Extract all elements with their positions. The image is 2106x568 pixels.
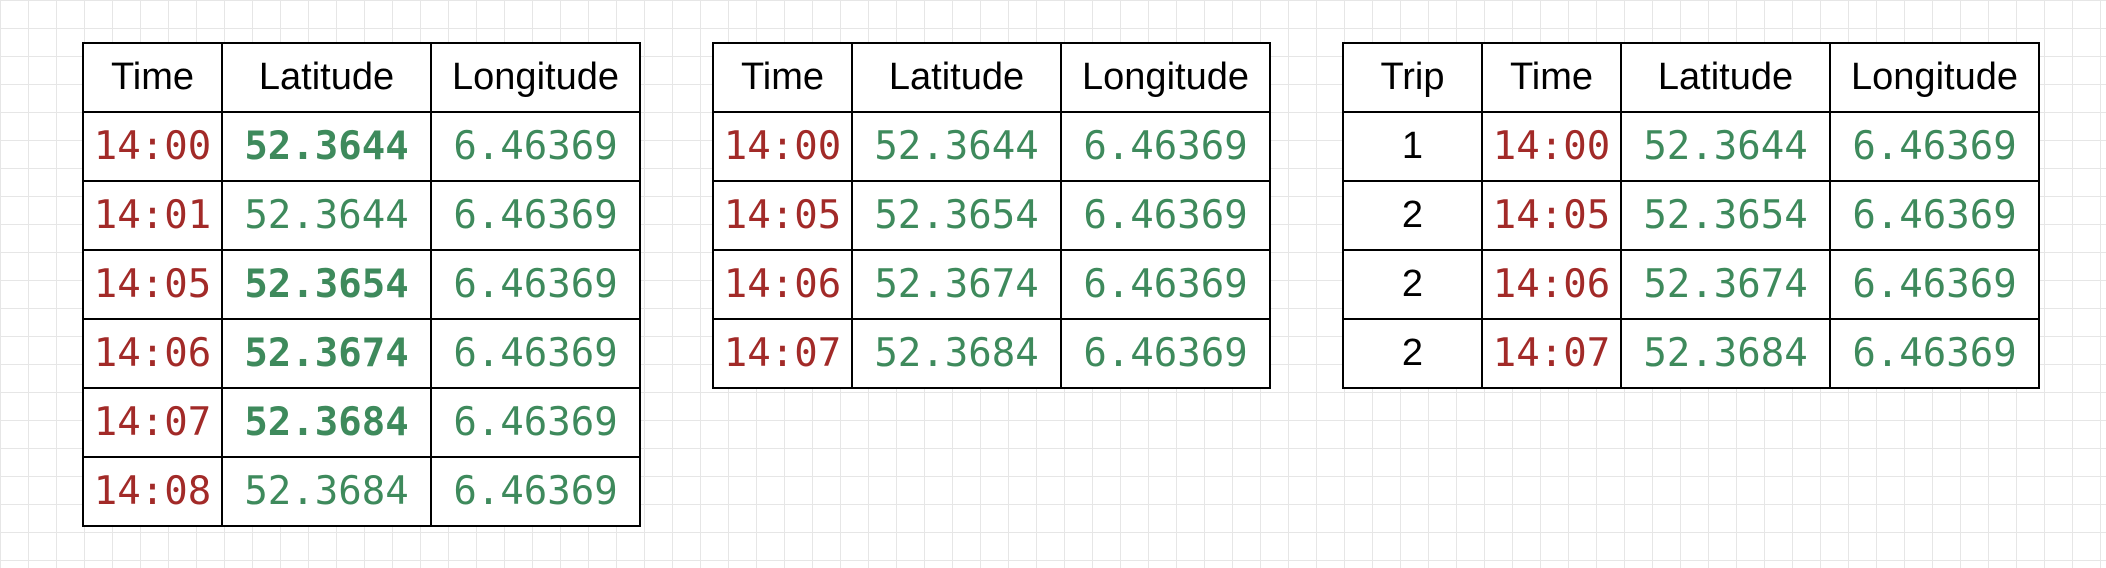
latitude-cell: 52.3644 [221,180,432,251]
longitude-cell: 6.46369 [1060,180,1271,251]
table-header-row: Time Latitude Longitude [712,42,1271,113]
time-cell: 14:08 [82,456,223,527]
time-cell: 14:01 [82,180,223,251]
table-header-row: Time Latitude Longitude [82,42,641,113]
longitude-cell: 6.46369 [430,111,641,182]
table-row: 14:06 52.3674 6.46369 [82,318,641,389]
header-longitude: Longitude [1829,42,2040,113]
latitude-cell: 52.3654 [221,249,432,320]
time-cell: 14:06 [1481,249,1622,320]
longitude-cell: 6.46369 [1060,111,1271,182]
table-row: 14:06 52.3674 6.46369 [712,249,1271,320]
filtered-points-table: Time Latitude Longitude 14:00 52.3644 6.… [712,42,1271,389]
latitude-cell: 52.3654 [1620,180,1831,251]
trip-points-table: Trip Time Latitude Longitude 1 14:00 52.… [1342,42,2040,389]
longitude-cell: 6.46369 [1060,318,1271,389]
longitude-cell: 6.46369 [1829,180,2040,251]
raw-points-table: Time Latitude Longitude 14:00 52.3644 6.… [82,42,641,527]
table-row: 14:00 52.3644 6.46369 [712,111,1271,182]
table-row: 14:07 52.3684 6.46369 [82,387,641,458]
table-row: 2 14:07 52.3684 6.46369 [1342,318,2040,389]
latitude-cell: 52.3684 [221,456,432,527]
time-cell: 14:05 [712,180,853,251]
header-time: Time [82,42,223,113]
longitude-cell: 6.46369 [430,180,641,251]
table-row: 14:08 52.3684 6.46369 [82,456,641,527]
latitude-cell: 52.3674 [221,318,432,389]
latitude-cell: 52.3674 [1620,249,1831,320]
time-cell: 14:07 [712,318,853,389]
longitude-cell: 6.46369 [1829,249,2040,320]
latitude-cell: 52.3684 [221,387,432,458]
table-row: 14:05 52.3654 6.46369 [82,249,641,320]
longitude-cell: 6.46369 [430,456,641,527]
longitude-cell: 6.46369 [1829,318,2040,389]
table-row: 14:00 52.3644 6.46369 [82,111,641,182]
trip-cell: 2 [1342,249,1483,320]
time-cell: 14:06 [712,249,853,320]
header-latitude: Latitude [221,42,432,113]
header-time: Time [1481,42,1622,113]
table-row: 1 14:00 52.3644 6.46369 [1342,111,2040,182]
time-cell: 14:00 [1481,111,1622,182]
latitude-cell: 52.3654 [851,180,1062,251]
time-cell: 14:00 [712,111,853,182]
latitude-cell: 52.3644 [221,111,432,182]
latitude-cell: 52.3644 [1620,111,1831,182]
header-longitude: Longitude [1060,42,1271,113]
table-row: 14:05 52.3654 6.46369 [712,180,1271,251]
table-row: 14:07 52.3684 6.46369 [712,318,1271,389]
trip-cell: 1 [1342,111,1483,182]
table-row: 2 14:05 52.3654 6.46369 [1342,180,2040,251]
latitude-cell: 52.3674 [851,249,1062,320]
longitude-cell: 6.46369 [1060,249,1271,320]
trip-cell: 2 [1342,318,1483,389]
longitude-cell: 6.46369 [430,249,641,320]
time-cell: 14:07 [1481,318,1622,389]
trip-cell: 2 [1342,180,1483,251]
time-cell: 14:05 [1481,180,1622,251]
longitude-cell: 6.46369 [430,318,641,389]
latitude-cell: 52.3684 [1620,318,1831,389]
latitude-cell: 52.3684 [851,318,1062,389]
header-latitude: Latitude [851,42,1062,113]
table-row: 2 14:06 52.3674 6.46369 [1342,249,2040,320]
time-cell: 14:05 [82,249,223,320]
header-latitude: Latitude [1620,42,1831,113]
table-row: 14:01 52.3644 6.46369 [82,180,641,251]
time-cell: 14:06 [82,318,223,389]
header-time: Time [712,42,853,113]
header-trip: Trip [1342,42,1483,113]
time-cell: 14:00 [82,111,223,182]
longitude-cell: 6.46369 [430,387,641,458]
time-cell: 14:07 [82,387,223,458]
header-longitude: Longitude [430,42,641,113]
latitude-cell: 52.3644 [851,111,1062,182]
table-header-row: Trip Time Latitude Longitude [1342,42,2040,113]
longitude-cell: 6.46369 [1829,111,2040,182]
